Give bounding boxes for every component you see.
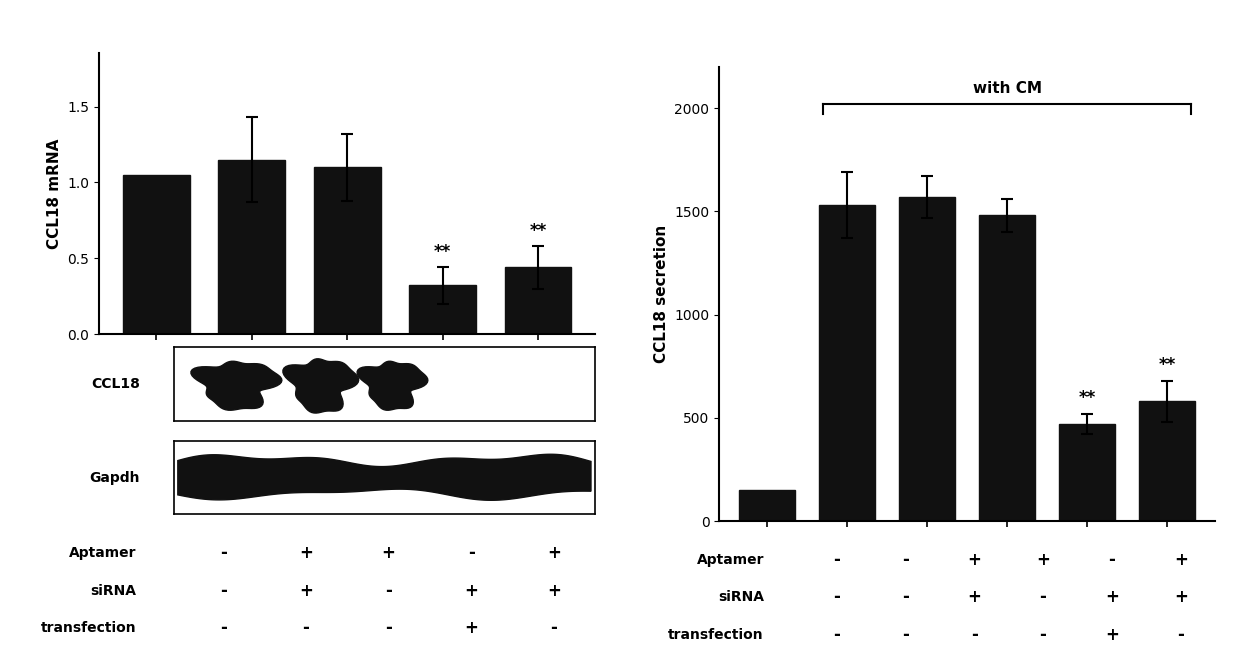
Text: -: - — [1039, 589, 1047, 607]
Text: **: ** — [434, 243, 451, 261]
Text: -: - — [1109, 551, 1115, 569]
Text: -: - — [219, 582, 227, 600]
Polygon shape — [177, 454, 591, 500]
Text: +: + — [967, 551, 981, 569]
Polygon shape — [357, 361, 428, 410]
Text: +: + — [1174, 551, 1188, 569]
Text: +: + — [547, 582, 560, 600]
Text: -: - — [833, 626, 839, 644]
Text: +: + — [464, 619, 479, 637]
Text: -: - — [386, 619, 392, 637]
Text: +: + — [382, 544, 396, 562]
Bar — [1059, 424, 1115, 521]
Text: -: - — [303, 619, 309, 637]
Text: -: - — [386, 582, 392, 600]
Text: -: - — [219, 544, 227, 562]
Text: +: + — [547, 544, 560, 562]
Text: **: ** — [1158, 357, 1176, 375]
Text: CCL18: CCL18 — [91, 377, 140, 391]
Text: -: - — [901, 626, 909, 644]
Bar — [820, 205, 875, 521]
Text: -: - — [833, 551, 839, 569]
Bar — [505, 267, 572, 334]
Bar — [409, 285, 476, 334]
Y-axis label: CCL18 secretion: CCL18 secretion — [653, 225, 668, 363]
Text: +: + — [1174, 589, 1188, 607]
Bar — [899, 197, 955, 521]
Text: +: + — [1037, 551, 1050, 569]
Text: Gapdh: Gapdh — [89, 471, 140, 484]
Text: +: + — [967, 589, 981, 607]
Text: -: - — [833, 589, 839, 607]
Text: Aptamer: Aptamer — [697, 553, 764, 567]
Text: +: + — [1105, 626, 1118, 644]
Bar — [123, 175, 190, 334]
Text: with CM: with CM — [972, 81, 1042, 96]
Bar — [980, 216, 1035, 521]
Text: -: - — [901, 551, 909, 569]
Text: siRNA: siRNA — [718, 591, 764, 605]
Text: siRNA: siRNA — [91, 584, 136, 598]
Text: +: + — [464, 582, 479, 600]
Y-axis label: CCL18 mRNA: CCL18 mRNA — [47, 138, 62, 249]
Polygon shape — [191, 361, 281, 410]
Text: transfection: transfection — [41, 621, 136, 635]
Text: +: + — [1105, 589, 1118, 607]
Text: -: - — [971, 626, 977, 644]
Text: -: - — [1039, 626, 1047, 644]
Text: -: - — [467, 544, 475, 562]
Polygon shape — [283, 359, 358, 413]
Text: -: - — [219, 619, 227, 637]
Bar — [1140, 401, 1195, 521]
Text: **: ** — [529, 222, 547, 240]
Text: transfection: transfection — [668, 628, 764, 642]
Text: +: + — [299, 544, 312, 562]
Text: **: ** — [1079, 389, 1096, 407]
Text: Aptamer: Aptamer — [69, 546, 136, 560]
Text: +: + — [299, 582, 312, 600]
Text: -: - — [551, 619, 557, 637]
Text: -: - — [1177, 626, 1184, 644]
Text: -: - — [901, 589, 909, 607]
Bar — [739, 490, 795, 521]
Bar — [218, 160, 285, 334]
Bar — [314, 167, 381, 334]
